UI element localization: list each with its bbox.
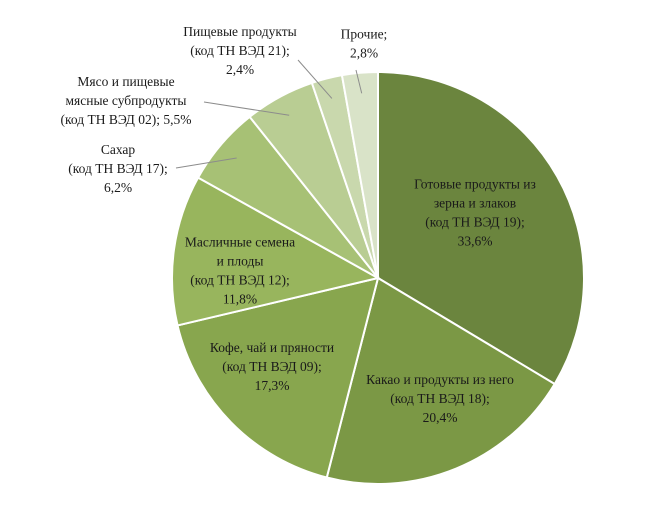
leader-line [355,69,363,94]
slice-label-line: 20,4% [423,410,458,425]
leader-line [297,59,333,99]
slice-label-line: Кофе, чай и пряности [210,340,334,355]
slice-label-line: Масличные семена [185,235,295,250]
slice-label-line: Сахар [101,142,136,157]
pie-slice [171,176,381,327]
slice-label-line: (код ТН ВЭД 18); [390,391,489,406]
slice-label-line: 11,8% [223,292,257,307]
slice-label-line: (код ТН ВЭД 19); [425,215,524,230]
slice-label-line: (код ТН ВЭД 12); [190,273,289,288]
slice-label: Сахар (код ТН ВЭД 17); 6,2% [68,142,167,195]
slice-label-line: 17,3% [255,378,290,393]
leader-line [203,101,290,116]
slice-label-line: (код ТН ВЭД 02); 5,5% [61,112,192,127]
slice-label-line: (код ТН ВЭД 17); [68,161,167,176]
slice-label: Прочие; 2,8% [341,27,388,61]
slice-label-line: Какао и продукты из него [366,372,514,387]
slice-label: Мясо и пищевые мясные субпродукты (код ТН … [61,74,192,127]
slice-label: Кофе, чай и пряности (код ТН ВЭД 09); 17,3… [210,340,334,393]
slice-label: Готовые продукты из зерна и злаков (код ТН… [414,177,536,249]
pie-slice [325,276,557,485]
slice-label-line: 2,8% [350,46,378,61]
pie-slice [176,276,380,479]
pie-slice [377,70,585,386]
slice-label-line: 2,4% [226,62,254,77]
pie-slice [340,70,379,279]
slice-label-line: Мясо и пищевые [77,74,174,89]
slice-label-line: (код ТН ВЭД 21); [190,43,289,58]
slice-label-line: 33,6% [458,234,493,249]
slice-label-line: 6,2% [104,180,132,195]
slice-label-line: мясные субпродукты [66,93,187,108]
leader-line [175,157,237,169]
slice-label-line: Пищевые продукты [183,24,296,39]
slice-label-line: (код ТН ВЭД 09); [222,359,321,374]
slice-label-line: Готовые продукты из [414,177,536,192]
slice-label-line: Прочие; [341,27,388,42]
slice-label: Пищевые продукты (код ТН ВЭД 21); 2,4% [183,24,296,77]
slice-label-line: зерна и злаков [434,196,516,211]
slice-label-line: и плоды [217,254,264,269]
slice-label: Какао и продукты из него (код ТН ВЭД 18);… [366,372,514,425]
slice-label: Масличные семена и плоды (код ТН ВЭД 12); 1… [185,235,295,307]
